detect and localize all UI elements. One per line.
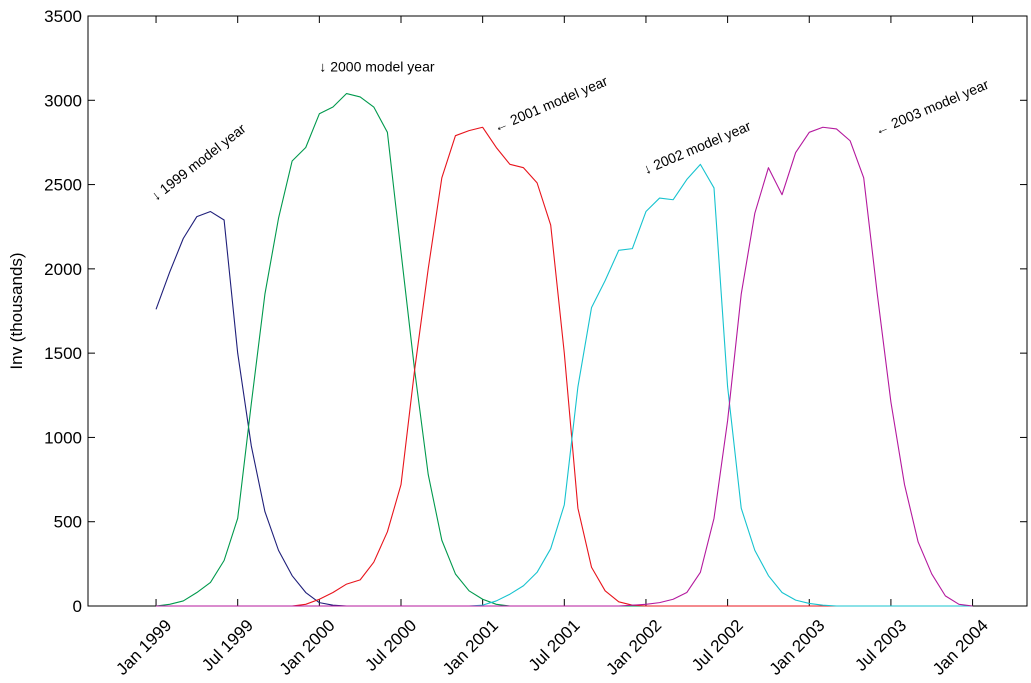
x-tick-label: Jul 2002	[688, 616, 747, 675]
x-tick-label: Jan 2001	[439, 616, 502, 679]
y-tick-label: 0	[73, 597, 82, 616]
x-axis: Jan 1999 Jul 1999 Jan 2000 Jul 2000 Jan 2001…	[112, 16, 992, 679]
x-tick-label: Jan 2002	[602, 616, 665, 679]
y-axis: 0 500 1000 1500 2000 2500 3000 3500	[44, 7, 1027, 616]
annotation-label: ↓ 1999 model year	[148, 120, 249, 204]
x-tick-label: Jan 1999	[112, 616, 175, 679]
y-axis-label: Inv (thousands)	[7, 252, 26, 369]
annotation-label: ↓ 2000 model year	[319, 59, 435, 75]
y-tick-label: 2500	[44, 176, 82, 195]
annotation-layer: ↓ 1999 model year ↓ 2000 model year ← 2001…	[148, 59, 991, 204]
series-line-2	[156, 126, 973, 607]
x-tick-label: Jul 2000	[361, 616, 420, 675]
series-layer	[155, 92, 973, 607]
y-tick-label: 1500	[44, 344, 82, 363]
series-line-0	[155, 210, 973, 607]
y-tick-label: 500	[54, 513, 82, 532]
y-tick-label: 3500	[44, 7, 82, 26]
annotation-label: ← 2003 model year	[872, 76, 991, 139]
y-tick-label: 2000	[44, 260, 82, 279]
y-tick-label: 1000	[44, 428, 82, 447]
x-tick-label: Jul 2003	[851, 616, 910, 675]
annotation-label: ← 2001 model year	[491, 72, 610, 135]
series-line-3	[156, 163, 973, 607]
x-tick-label: Jan 2000	[276, 616, 339, 679]
x-tick-label: Jan 2003	[766, 616, 829, 679]
x-tick-label: Jul 1999	[198, 616, 257, 675]
x-tick-label: Jan 2004	[929, 616, 992, 679]
y-tick-label: 3000	[44, 91, 82, 110]
x-tick-label: Jul 2001	[525, 616, 584, 675]
series-line-4	[156, 126, 973, 607]
